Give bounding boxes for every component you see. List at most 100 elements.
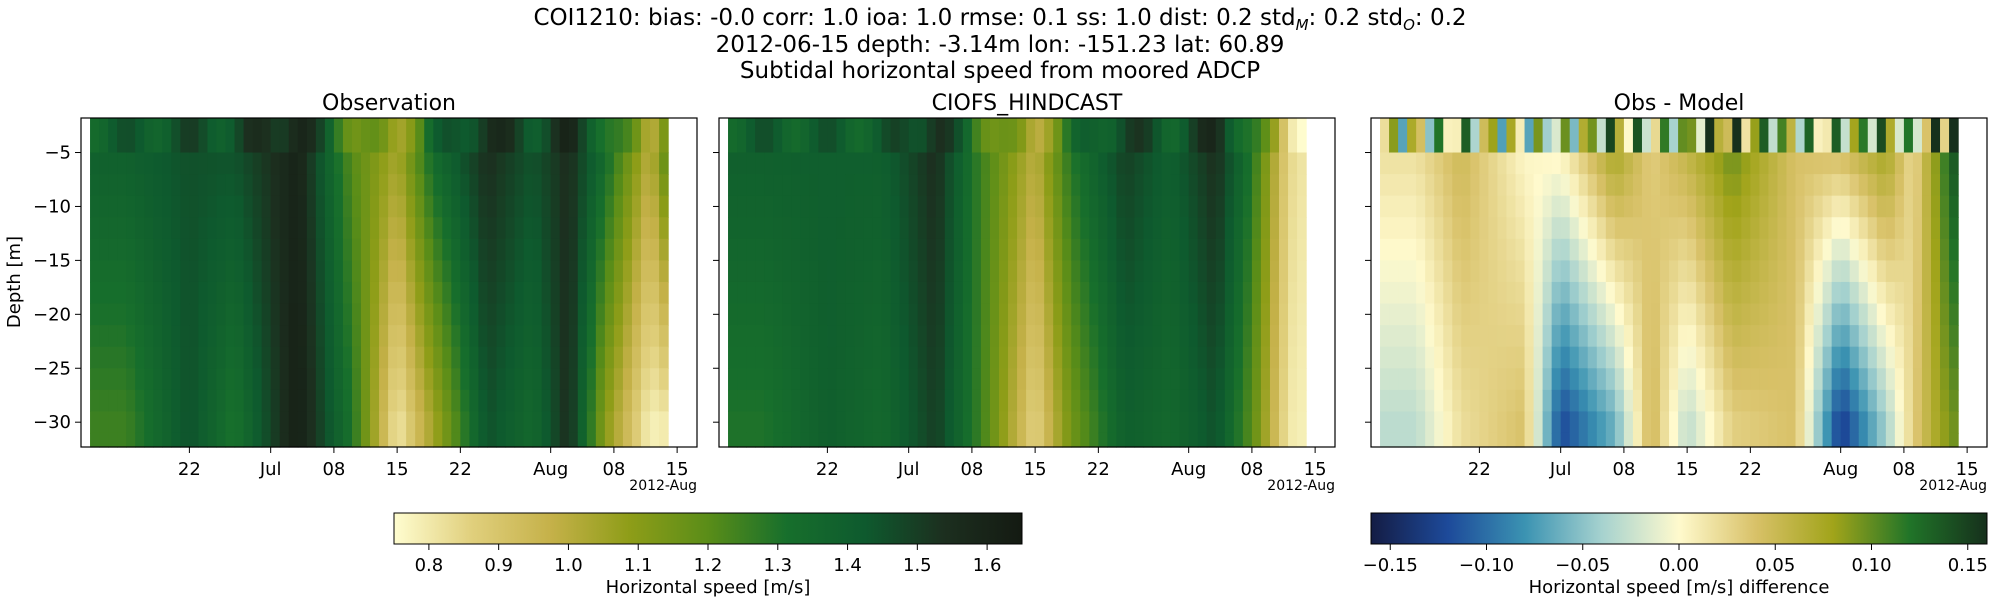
heatmap-cell [1170, 303, 1181, 326]
heatmap-cell [641, 368, 651, 391]
heatmap-cell [935, 303, 946, 326]
heatmap-cell [514, 281, 525, 305]
heatmap-cell [800, 238, 810, 261]
heatmap-cell [1687, 432, 1697, 448]
heatmap-cell [1170, 152, 1181, 175]
heatmap-cell [1949, 346, 1959, 369]
heatmap-cell [872, 411, 883, 434]
heatmap-cell [1641, 389, 1652, 412]
heatmap-cell [1452, 281, 1462, 305]
heatmap-cell [523, 281, 534, 305]
heatmap-cell [216, 260, 227, 283]
heatmap-cell [261, 325, 272, 348]
heatmap-cell [1840, 346, 1851, 369]
heatmap-cell [1425, 217, 1435, 240]
heatmap-cell [926, 325, 937, 348]
heatmap-cell [1921, 118, 1932, 154]
heatmap-cell [755, 325, 765, 348]
heatmap-cell [782, 346, 792, 369]
heatmap-cell [1206, 152, 1217, 175]
heatmap-cell [1822, 346, 1833, 369]
heatmap-cell [1443, 325, 1453, 348]
heatmap-cell [1062, 217, 1072, 240]
heatmap-cell [935, 346, 946, 369]
heatmap-cell [568, 303, 579, 326]
colorbar-speed: 0.8 0.9 1.0 1.1 1.2 1.3 1.4 1.5 1.6 Horizontal s… [393, 512, 1023, 598]
heatmap-cell [261, 195, 272, 218]
heatmap-cell [1188, 118, 1199, 154]
figure-title-description: Subtidal horizontal speed from moored AD… [740, 58, 1260, 84]
heatmap-cell [99, 303, 109, 326]
heatmap-cell [953, 346, 964, 369]
heatmap-cell [1215, 281, 1226, 305]
heatmap-cell [153, 152, 163, 175]
heatmap-cell [1885, 346, 1896, 369]
heatmap-cell [1107, 389, 1118, 412]
heatmap-cell [1434, 238, 1444, 261]
heatmap-cell [315, 411, 326, 434]
heatmap-cell [1179, 217, 1190, 240]
heatmap-cell [279, 260, 290, 283]
heatmap-cell [1750, 368, 1760, 391]
heatmap-cell [1759, 174, 1770, 197]
heatmap-cell [351, 346, 362, 369]
heatmap-cell [433, 346, 443, 369]
heatmap-cell [460, 238, 470, 261]
heatmap-cell [586, 281, 597, 305]
heatmap-cell [1931, 217, 1941, 240]
heatmap-cell [1425, 346, 1435, 369]
heatmap-cell [1080, 432, 1090, 448]
colorbar-speed-label: Horizontal speed [m/s] [606, 577, 811, 598]
heatmap-cell [261, 303, 272, 326]
heatmap-cell [1940, 411, 1950, 434]
heatmap-cell [631, 238, 642, 261]
heatmap-cell [478, 260, 489, 283]
heatmap-cell [505, 303, 516, 326]
heatmap-cell [999, 118, 1009, 154]
heatmap-cell [1551, 152, 1562, 175]
heatmap-cell [613, 260, 624, 283]
heatmap-cell [1912, 195, 1923, 218]
heatmap-cell [1759, 325, 1770, 348]
heatmap-cell [1822, 303, 1833, 326]
heatmap-cell [442, 411, 452, 434]
heatmap-cell [541, 389, 552, 412]
heatmap-cell [523, 303, 534, 326]
heatmap-cell [297, 389, 308, 412]
heatmap-cell [189, 389, 200, 412]
heatmap-cell [207, 217, 218, 240]
heatmap-cell [297, 303, 308, 326]
heatmap-cell [1233, 238, 1244, 261]
heatmap-cell [1903, 346, 1914, 369]
heatmap-cell [397, 411, 407, 434]
heatmap-cell [1849, 368, 1860, 391]
heatmap-cell [469, 411, 480, 434]
heatmap-cell [442, 118, 452, 154]
heatmap-cell [478, 368, 489, 391]
heatmap-cell [1949, 174, 1959, 197]
heatmap-cell [1822, 152, 1833, 175]
x-tick-label: 15 [666, 459, 689, 480]
heatmap-cell [1125, 174, 1136, 197]
heatmap-cell [980, 303, 991, 326]
heatmap-cell [1940, 368, 1950, 391]
y-tick-label: −20 [33, 304, 71, 325]
heatmap-cell [361, 368, 371, 391]
colorbar-tick-label: 0.00 [1659, 555, 1699, 576]
heatmap-cell [659, 238, 669, 261]
heatmap-cell [1723, 238, 1733, 261]
heatmap-cell [1089, 217, 1099, 240]
heatmap-cell [1623, 260, 1634, 283]
heatmap-cell [351, 325, 362, 348]
x-tick-label: 22 [449, 459, 472, 480]
heatmap-cell [764, 281, 774, 305]
x-tick-label: 15 [1676, 459, 1699, 480]
heatmap-cell [1768, 174, 1779, 197]
heatmap-cell [279, 152, 290, 175]
heatmap-cell [1035, 217, 1045, 240]
heatmap-cell [451, 411, 461, 434]
heatmap-cell [324, 118, 335, 154]
heatmap-cell [1452, 217, 1462, 240]
heatmap-cell [1026, 260, 1036, 283]
heatmap-cell [1497, 303, 1508, 326]
